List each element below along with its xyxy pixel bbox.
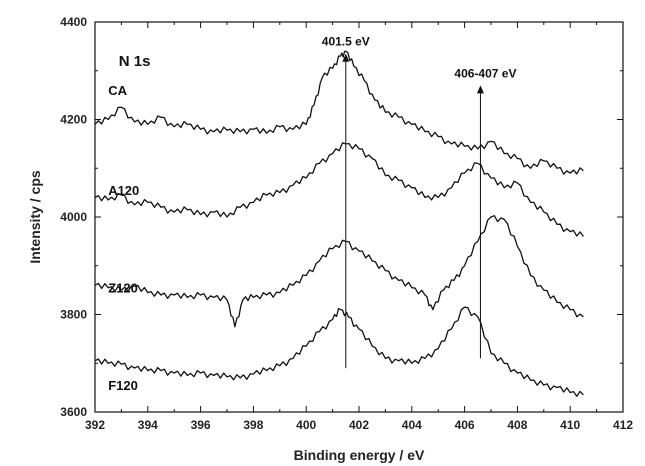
series-label-z120: Z120 <box>108 281 138 296</box>
series-label-ca: CA <box>108 83 127 98</box>
panel-label: N 1s <box>119 53 151 70</box>
series-line-a120 <box>94 142 584 237</box>
x-tick-label: 392 <box>85 418 105 432</box>
series-labels: CA A120 Z120 F120 <box>108 83 139 393</box>
x-tick-label: 406 <box>455 418 475 432</box>
x-tick-label: 408 <box>507 418 527 432</box>
annotations: 401.5 eV 406-407 eV <box>322 35 516 369</box>
y-tick-label: 4400 <box>60 15 87 29</box>
x-tick-label: 402 <box>349 418 369 432</box>
y-axis-title: Intensity / cps <box>27 170 43 264</box>
plot-frame <box>94 21 624 413</box>
x-axis-title: Binding energy / eV <box>294 447 425 463</box>
annotation-arrow-head <box>342 53 350 62</box>
x-tick-label: 412 <box>613 418 633 432</box>
series-line-z120 <box>94 215 584 328</box>
y-tick-label: 3800 <box>60 308 87 322</box>
annotation-arrow-head <box>476 85 484 94</box>
axes: 392 394 396 398 400 402 404 406 408 410 412 3600 380… <box>60 15 633 432</box>
x-tick-label: 398 <box>243 418 263 432</box>
y-tick-label: 4200 <box>60 113 87 127</box>
series-line-ca <box>94 50 584 175</box>
series-label-a120: A120 <box>108 183 139 198</box>
annotation-label: 401.5 eV <box>322 35 370 49</box>
y-tick-label: 3600 <box>60 405 87 419</box>
series-lines <box>94 50 584 397</box>
x-tick-label: 410 <box>560 418 580 432</box>
annotation-label: 406-407 eV <box>454 66 516 80</box>
x-tick-label: 400 <box>296 418 316 432</box>
series-label-f120: F120 <box>108 378 138 393</box>
x-tick-label: 404 <box>402 418 422 432</box>
y-tick-label: 4000 <box>60 210 87 224</box>
x-tick-label: 396 <box>191 418 211 432</box>
series-line-f120 <box>94 306 584 397</box>
x-tick-label: 394 <box>138 418 158 432</box>
